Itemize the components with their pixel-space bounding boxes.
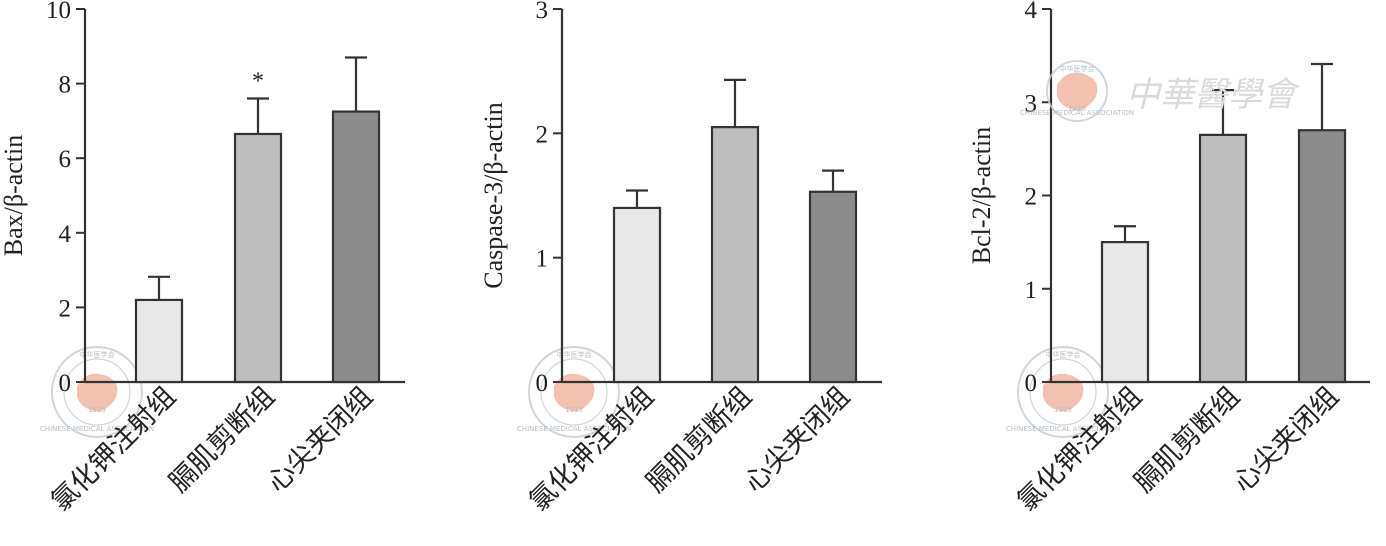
y-tick-label: 2 (536, 121, 549, 148)
seal-map-icon (554, 373, 595, 412)
caspase3-chart: 中华医学会 CHINESE MEDICAL ASSOCIATION 1915 0 1 2 3… (479, 0, 882, 517)
seal-year: 1915 (1054, 406, 1072, 414)
seal-english-text: CHINESE MEDICAL ASSOCIATION (517, 425, 631, 433)
seal-english-text: CHINESE MEDICAL ASSOCIATION (1020, 109, 1134, 117)
y-tick-label: 1 (1025, 277, 1038, 304)
seal-year: 1915 (88, 406, 106, 414)
x-tick-label: 心尖夹闭组 (1228, 381, 1345, 498)
seal-map-icon (77, 373, 118, 412)
y-tick-label: 0 (536, 370, 549, 397)
x-tick-label: 氯化钾注射组 (523, 381, 659, 517)
watermark-seal: 中华医学会 CHINESE MEDICAL ASSOCIATION 1915 (1006, 346, 1120, 438)
y-tick-label: 3 (536, 0, 549, 24)
bar (612, 206, 662, 384)
seal-chars: 中华医学会 (80, 350, 115, 359)
seal-chars: 中华医学会 (1060, 64, 1095, 73)
y-tick-label: 0 (1025, 370, 1038, 397)
bar (134, 298, 184, 384)
x-tick-label: 心尖夹闭组 (739, 381, 856, 498)
y-tick-label: 3 (1025, 90, 1038, 117)
seal-inner-ring (540, 358, 608, 426)
y-tick-label: 0 (59, 370, 72, 397)
x-tick-label: 膈肌剪断组 (164, 381, 281, 498)
y-axis-title: Caspase-3/β-actin (479, 102, 508, 289)
seal-outer-ring (1046, 60, 1108, 122)
x-tick-label: 膈肌剪断组 (1129, 381, 1246, 498)
watermark-title: 中華醫學會 (1126, 75, 1301, 115)
watermark-seal: 中华医学会 CHINESE MEDICAL ASSOCIATION 1915 (40, 346, 154, 438)
y-tick-label: 10 (46, 0, 71, 24)
bar (233, 132, 283, 384)
y-tick-label: 1 (536, 246, 549, 273)
x-tick-label: 心尖夹闭组 (262, 381, 379, 498)
seal-map-icon (1057, 72, 1098, 111)
x-tick-label: 膈肌剪断组 (641, 381, 758, 498)
y-axis-title: Bcl-2/β-actin (967, 127, 996, 264)
y-tick-label: 4 (1025, 0, 1038, 24)
seal-outer-ring (528, 346, 620, 438)
seal-english-text: CHINESE MEDICAL ASSOCIATION (40, 425, 154, 433)
bar (710, 126, 760, 384)
seal-inner-ring (1029, 358, 1097, 426)
bar (1100, 241, 1150, 384)
y-tick-label: 2 (1025, 184, 1038, 211)
seal-outer-ring (51, 346, 143, 438)
bar (808, 190, 858, 384)
bar (1297, 129, 1347, 384)
watermark-seal: 中华医学会 CHINESE MEDICAL ASSOCIATION 1915 (517, 346, 631, 438)
y-tick-label: 8 (59, 72, 72, 99)
y-tick-label: 6 (59, 146, 72, 173)
y-axis-title: Bax/β-actin (0, 135, 28, 257)
seal-chars: 中华医学会 (1046, 350, 1081, 359)
bax-chart: 中华医学会 CHINESE MEDICAL ASSOCIATION 1915 0 2 4 6… (0, 0, 405, 517)
seal-year: 1915 (1068, 105, 1086, 113)
seal-year: 1915 (565, 406, 583, 414)
seal-outer-ring (1017, 346, 1109, 438)
seal-english-text: CHINESE MEDICAL ASSOCIATION (1006, 425, 1120, 433)
y-tick-label: 4 (59, 221, 72, 248)
seal-chars: 中华医学会 (557, 350, 592, 359)
bar (1198, 133, 1248, 384)
y-tick-label: 2 (59, 295, 72, 322)
seal-map-icon (1043, 373, 1084, 412)
significance-mark: * (252, 69, 264, 95)
bar (331, 110, 381, 384)
seal-inner-ring (63, 358, 131, 426)
